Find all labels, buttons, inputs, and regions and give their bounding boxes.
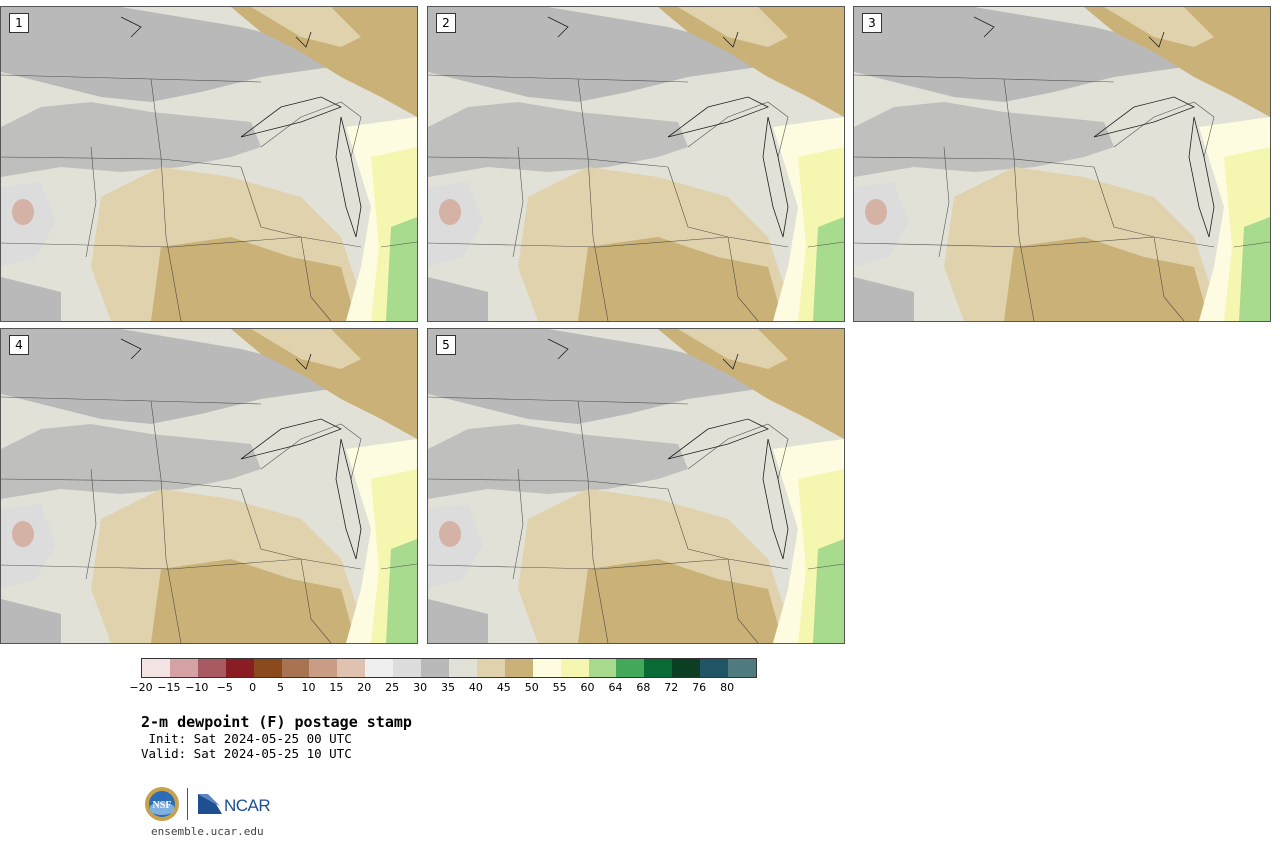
colorbar-swatch [393, 659, 422, 677]
colorbar-tick-label: 55 [552, 681, 567, 694]
colorbar-swatch [337, 659, 366, 677]
valid-time: Valid: Sat 2024-05-25 10 UTC [141, 746, 352, 761]
svg-text:NSF: NSF [153, 800, 172, 811]
figure-title: 2-m dewpoint (F) postage stamp [141, 713, 412, 731]
logo-divider [187, 788, 188, 820]
ncar-mark-icon [198, 794, 222, 814]
dewpoint-colorbar [141, 658, 757, 678]
colorbar-swatch [309, 659, 338, 677]
colorbar-tick-label: 0 [249, 681, 257, 694]
colorbar-swatch [365, 659, 394, 677]
colorbar-swatch [672, 659, 701, 677]
colorbar-swatch [700, 659, 729, 677]
colorbar-swatch [448, 659, 477, 677]
colorbar-tick-label: 30 [413, 681, 428, 694]
postage-stamp-panel-5: 5 [427, 328, 845, 644]
postage-stamp-panel-3: 3 [853, 6, 1271, 322]
ncar-logo: NCAR [198, 792, 274, 816]
colorbar-swatch [560, 659, 589, 677]
colorbar-tick-label: 80 [720, 681, 735, 694]
dewpoint-map [854, 7, 1270, 321]
colorbar-tick-label: 50 [524, 681, 539, 694]
colorbar-tick-label: 5 [277, 681, 285, 694]
colorbar-swatch [225, 659, 254, 677]
colorbar-swatch [616, 659, 645, 677]
dewpoint-map [428, 329, 844, 643]
postage-stamp-panel-2: 2 [427, 6, 845, 322]
sponsor-logos: NSF NCAR [144, 786, 284, 822]
colorbar-tick-label: −15 [157, 681, 181, 694]
dewpoint-map [428, 7, 844, 321]
colorbar-tick-label: 40 [468, 681, 483, 694]
colorbar-tick-label: 45 [496, 681, 511, 694]
colorbar-swatch [253, 659, 282, 677]
colorbar-swatch [281, 659, 310, 677]
colorbar-tick-label: 60 [580, 681, 595, 694]
colorbar-tick-label: 68 [636, 681, 651, 694]
colorbar-swatch [421, 659, 449, 677]
panel-number-label: 2 [436, 13, 456, 33]
panel-number-label: 1 [9, 13, 29, 33]
colorbar-tick-label: 64 [608, 681, 623, 694]
colorbar-tick-label: −10 [185, 681, 209, 694]
colorbar-tick-label: 20 [357, 681, 372, 694]
colorbar-swatch [728, 659, 756, 677]
colorbar-tick-label: −5 [216, 681, 233, 694]
colorbar-swatch [169, 659, 198, 677]
init-time: Init: Sat 2024-05-25 00 UTC [141, 731, 352, 746]
colorbar-swatch [644, 659, 673, 677]
colorbar-tick-labels: −20 −15 −10 −5 0 5 10 15 20 25 30 35 40 45 50 55 60 64 68 7… [129, 681, 755, 695]
nsf-logo: NSF [145, 787, 179, 821]
colorbar-swatch [142, 659, 170, 677]
colorbar-tick-label: 25 [385, 681, 400, 694]
colorbar-tick-label: 15 [329, 681, 344, 694]
panel-number-label: 5 [436, 335, 456, 355]
website-url: ensemble.ucar.edu [151, 825, 264, 838]
colorbar-swatch [197, 659, 226, 677]
panel-number-label: 4 [9, 335, 29, 355]
colorbar-swatch [504, 659, 533, 677]
postage-stamp-panel-4: 4 [0, 328, 418, 644]
colorbar-swatch [532, 659, 561, 677]
colorbar-swatch [588, 659, 617, 677]
postage-stamp-panel-1: 1 [0, 6, 418, 322]
colorbar-swatch [476, 659, 505, 677]
colorbar-tick-label: 10 [301, 681, 316, 694]
colorbar-tick-label: 35 [441, 681, 455, 694]
colorbar-tick-label: 72 [664, 681, 679, 694]
colorbar-tick-label: −20 [129, 681, 153, 694]
dewpoint-map [1, 329, 417, 643]
dewpoint-map [1, 7, 417, 321]
panel-number-label: 3 [862, 13, 882, 33]
colorbar-tick-label: 76 [692, 681, 707, 694]
